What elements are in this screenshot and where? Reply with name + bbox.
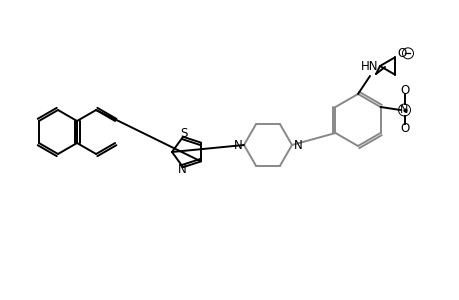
Text: N: N (293, 139, 302, 152)
Text: O: O (399, 83, 408, 97)
Text: S: S (180, 127, 187, 140)
Text: O: O (399, 122, 408, 134)
Text: N: N (399, 105, 408, 115)
Text: O: O (397, 47, 406, 60)
Text: N: N (177, 163, 186, 176)
Text: N: N (233, 139, 242, 152)
Text: HN: HN (360, 60, 378, 73)
